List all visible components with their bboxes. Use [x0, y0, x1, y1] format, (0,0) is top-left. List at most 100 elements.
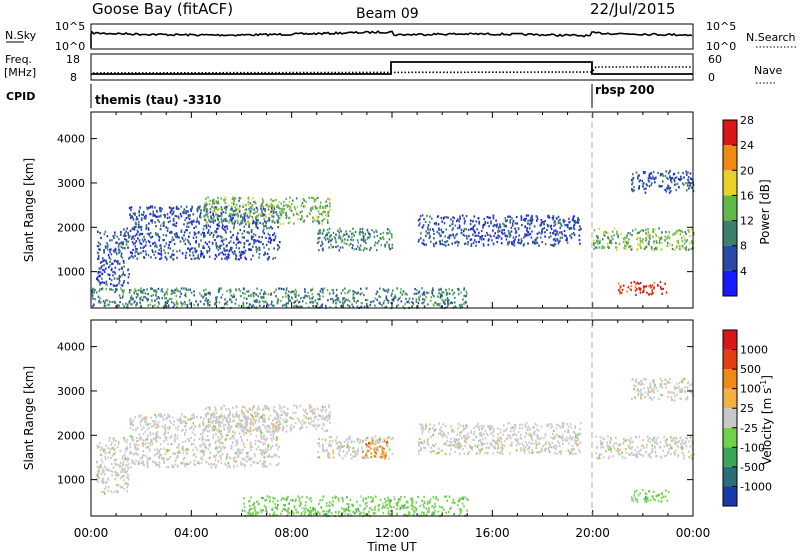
- data-cell: [213, 428, 216, 431]
- data-cell: [614, 246, 617, 249]
- data-cell: [476, 451, 478, 455]
- data-cell: [632, 178, 634, 181]
- nsky-label: N.Sky: [5, 29, 37, 42]
- data-cell: [176, 233, 178, 236]
- data-cell: [146, 299, 149, 302]
- data-cell: [226, 227, 229, 230]
- data-cell: [561, 442, 564, 446]
- data-cell: [319, 295, 321, 298]
- data-cell: [135, 225, 137, 228]
- data-cell: [512, 219, 515, 223]
- data-cell: [272, 210, 274, 213]
- data-cell: [322, 295, 324, 298]
- data-cell: [158, 248, 160, 251]
- data-cell: [287, 294, 289, 297]
- data-cell: [617, 234, 619, 237]
- data-cell: [378, 439, 381, 442]
- data-cell: [138, 239, 141, 242]
- data-cell: [362, 231, 364, 235]
- data-cell: [111, 447, 113, 450]
- data-cell: [98, 446, 100, 449]
- data-cell: [162, 417, 165, 420]
- data-cell: [226, 456, 228, 459]
- data-cell: [189, 254, 191, 257]
- data-cell: [230, 447, 233, 450]
- nsky-tick-top: 10^5: [55, 20, 85, 33]
- data-cell: [140, 461, 143, 465]
- data-cell: [436, 230, 439, 234]
- data-cell: [432, 228, 434, 231]
- data-cell: [357, 241, 360, 244]
- data-cell: [490, 235, 492, 238]
- data-cell: [96, 446, 99, 449]
- data-cell: [160, 257, 163, 260]
- data-cell: [453, 217, 455, 220]
- data-cell: [244, 421, 247, 424]
- data-cell: [258, 301, 261, 304]
- data-cell: [337, 245, 339, 248]
- data-cell: [186, 448, 188, 451]
- data-cell: [447, 243, 450, 246]
- data-cell: [253, 221, 255, 224]
- data-cell: [561, 233, 563, 236]
- data-cell: [182, 429, 184, 432]
- data-cell: [647, 177, 650, 180]
- data-cell: [214, 441, 216, 445]
- data-cell: [93, 303, 95, 306]
- colorbar-tick-label: 12: [740, 215, 754, 228]
- data-cell: [152, 212, 155, 215]
- data-cell: [229, 414, 231, 417]
- data-cell: [429, 228, 431, 231]
- data-cell: [228, 221, 230, 224]
- data-cell: [309, 207, 312, 210]
- data-cell: [270, 239, 273, 242]
- data-cell: [191, 417, 193, 420]
- data-cell: [655, 176, 657, 179]
- data-cell: [140, 242, 143, 246]
- data-cell: [135, 233, 138, 236]
- data-cell: [106, 235, 109, 238]
- data-cell: [166, 293, 168, 296]
- data-cell: [540, 425, 543, 428]
- data-cell: [98, 299, 101, 302]
- data-cell: [457, 218, 459, 221]
- data-cell: [255, 206, 258, 209]
- data-cell: [509, 434, 511, 437]
- data-cell: [575, 221, 578, 224]
- data-cell: [114, 259, 117, 262]
- data-cell: [259, 429, 261, 432]
- data-cell: [649, 284, 652, 287]
- data-cell: [142, 454, 144, 457]
- data-cell: [554, 229, 557, 232]
- data-cell: [119, 301, 121, 304]
- data-cell: [248, 198, 250, 201]
- data-cell: [220, 218, 223, 221]
- data-cell: [475, 241, 478, 244]
- data-cell: [103, 465, 106, 468]
- data-cell: [627, 241, 630, 244]
- data-cell: [290, 210, 293, 213]
- data-cell: [205, 225, 207, 228]
- data-cell: [110, 269, 113, 272]
- data-cell: [228, 456, 231, 459]
- data-cell: [607, 246, 610, 249]
- data-cell: [162, 233, 165, 237]
- data-cell: [221, 407, 223, 410]
- data-cell: [411, 305, 413, 308]
- data-cell: [129, 256, 131, 259]
- data-cell: [272, 219, 274, 222]
- data-cell: [238, 196, 241, 200]
- data-cell: [100, 281, 102, 285]
- data-cell: [215, 433, 217, 436]
- data-cell: [264, 460, 266, 463]
- data-cell: [391, 437, 394, 440]
- data-cell: [318, 441, 320, 445]
- data-cell: [229, 213, 231, 216]
- data-cell: [212, 206, 215, 209]
- data-cell: [184, 300, 186, 304]
- colorbar-segment: [723, 220, 737, 246]
- data-cell: [418, 238, 420, 241]
- data-cell: [343, 233, 345, 236]
- data-cell: [361, 228, 364, 231]
- data-cell: [396, 305, 398, 308]
